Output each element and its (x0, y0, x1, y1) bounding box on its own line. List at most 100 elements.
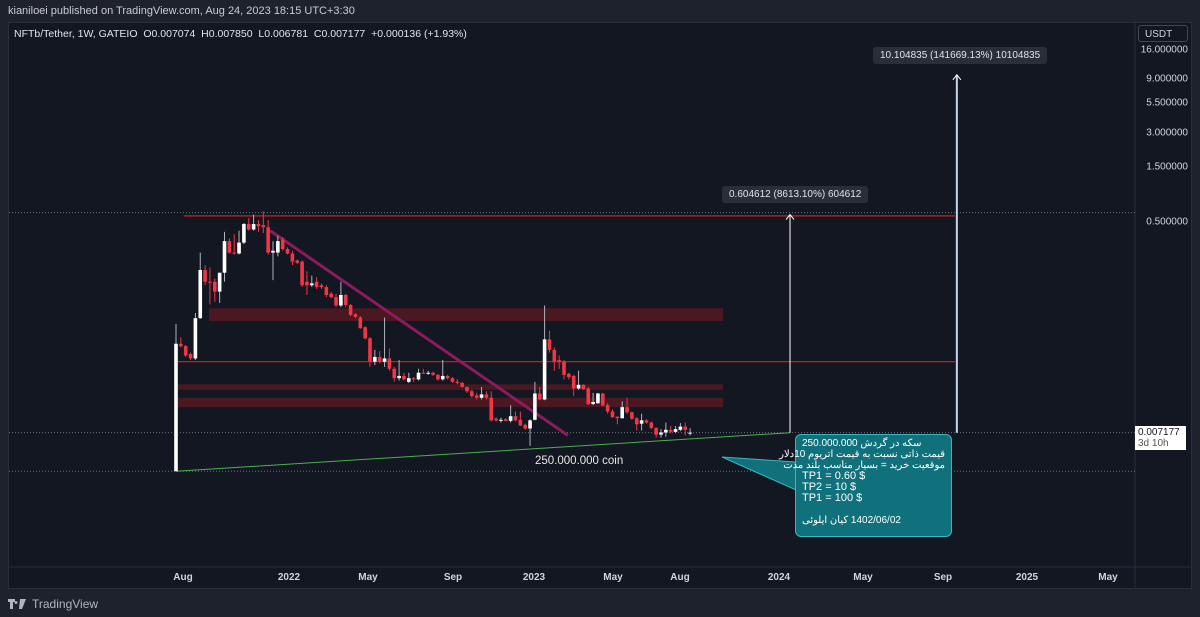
candle-down (402, 375, 406, 380)
candle-down (324, 286, 329, 295)
candle-up (639, 420, 644, 424)
candle-down (625, 407, 629, 413)
candle-down (445, 375, 450, 379)
candle-down (392, 368, 397, 379)
candle-down (557, 360, 561, 362)
candles-group (174, 211, 692, 472)
candle-down (300, 261, 304, 286)
time-axis-label: Aug (173, 572, 193, 583)
callout-tp2: TP2 = 10 $ (802, 481, 857, 493)
candle-down (644, 420, 649, 423)
callout-note[interactable]: سکه در گردش 250.000.000 قیمت ذاتی نسبت ب… (779, 434, 952, 537)
candle-down (285, 249, 290, 254)
candle-up (664, 429, 668, 433)
chart-pane[interactable] (8, 22, 1192, 589)
candle-down (431, 372, 435, 375)
candle-down (562, 361, 566, 375)
candle-down (504, 419, 508, 421)
candle-down (465, 387, 469, 392)
target-arrow-head (785, 213, 795, 220)
currency-button[interactable]: USDT (1138, 25, 1188, 42)
candle-up (508, 416, 513, 421)
candle-down (213, 281, 217, 292)
uptrend-line (175, 432, 791, 472)
publisher-line: kianiloei published on TradingView.com, … (8, 5, 355, 17)
price-axis-label: 1.500000 (1146, 161, 1188, 173)
target-arrow-head (952, 73, 962, 81)
ohlc-close: C0.007177 (313, 28, 366, 40)
candle-up (397, 375, 401, 379)
candle-down (208, 281, 212, 283)
symbol-legend: NFTb/Tether, 1W, GATEIO O0.007074 H0.007… (14, 28, 467, 40)
candle-up (407, 378, 411, 382)
candle-up (174, 343, 178, 472)
candle-down (567, 373, 571, 378)
candle-up (193, 318, 198, 359)
time-axis-label: 2023 (522, 572, 546, 583)
candle-down (329, 293, 333, 298)
time-axis-label: Aug (670, 572, 690, 583)
candle-up (542, 339, 547, 400)
downtrend-line (269, 229, 569, 437)
price-axis-label: 5.500000 (1146, 97, 1188, 109)
candle-down (683, 426, 688, 430)
coin-supply-label[interactable]: 250.000.000 coin (535, 455, 624, 467)
candle-down (348, 304, 353, 315)
symbol-info: NFTb/Tether, 1W, GATEIO (14, 28, 138, 40)
price-axis-label: 16.000000 (1140, 44, 1188, 56)
candle-down (387, 358, 392, 369)
callout-line-position: موقعیت خرید = بسیار مناسب بلند مدت (783, 460, 945, 471)
candle-down (295, 260, 300, 263)
candle-up (576, 384, 581, 389)
candle-down (377, 356, 382, 362)
candle-down (227, 241, 232, 253)
candle-down (552, 349, 557, 362)
candle-countdown: 3d 10h (1138, 438, 1169, 449)
candle-down (232, 252, 236, 254)
time-axis-label: Sep (933, 572, 953, 583)
time-axis-label: May (1098, 572, 1118, 583)
candle-up (373, 356, 377, 362)
support-zone (208, 308, 724, 322)
candle-up (426, 372, 430, 374)
candle-down (290, 253, 295, 262)
ohlc-low: L0.006781 (258, 28, 309, 40)
candle-up (251, 224, 256, 230)
candle-up (222, 241, 227, 273)
candle-down (368, 338, 372, 362)
candle-up (678, 426, 683, 430)
candle-down (280, 239, 285, 250)
measure-label-2[interactable]: 10.104835 (141669.13%) 10104835 (873, 47, 1048, 64)
candle-up (440, 375, 445, 380)
candle-down (203, 270, 207, 282)
callout-line-value: قیمت ذاتی نسبت به قیمت اتریوم 10دلار (779, 449, 945, 460)
candle-down (460, 383, 464, 388)
candle-down (571, 375, 576, 389)
candle-up (596, 393, 600, 404)
time-axis-label: Sep (443, 572, 463, 583)
candle-down (358, 317, 363, 329)
candle-down (421, 372, 426, 374)
tradingview-logo[interactable]: TradingView (8, 597, 98, 611)
candle-down (266, 227, 270, 253)
support-zone (176, 384, 724, 390)
candle-down (610, 411, 615, 418)
candle-down (246, 224, 251, 230)
candle-up (659, 432, 663, 435)
measure-label-1[interactable]: 0.604612 (8613.10%) 604612 (722, 186, 869, 203)
tradingview-logo-icon (8, 599, 26, 609)
candle-down (314, 281, 319, 287)
candle-up (528, 420, 532, 429)
candle-down (518, 419, 523, 426)
candle-up (339, 294, 343, 306)
candle-down (256, 224, 261, 227)
candle-down (634, 418, 639, 425)
candle-down (188, 354, 193, 359)
candle-up (382, 358, 387, 362)
candle-up (620, 407, 624, 419)
time-axis-label: May (603, 572, 623, 583)
candle-down (513, 416, 518, 421)
candle-down (319, 285, 324, 287)
candle-down (615, 416, 620, 419)
